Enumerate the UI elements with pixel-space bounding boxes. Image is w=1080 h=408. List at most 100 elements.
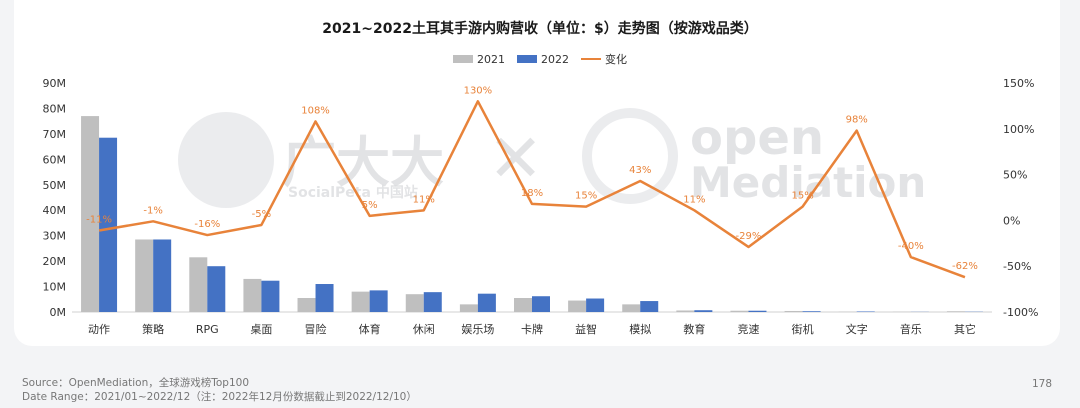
bar-2021 — [297, 298, 316, 312]
watermark-logo-left — [178, 112, 274, 208]
y-left-tick-label: 90M — [43, 77, 67, 90]
bar-2022 — [369, 290, 388, 312]
watermark-text-en: SocialPeta 中国站 — [288, 185, 418, 201]
legend-label-2022: 2022 — [541, 52, 569, 66]
x-category-label: 益智 — [575, 322, 597, 336]
legend-swatch-2021 — [453, 55, 473, 63]
x-category-label: 休闲 — [413, 322, 435, 336]
y-left-tick-label: 20M — [43, 255, 67, 268]
x-category-label: 其它 — [954, 322, 976, 336]
bar-2022 — [477, 293, 496, 312]
legend-item-change: 变化 — [581, 51, 627, 67]
footer: Source：OpenMediation，全球游戏榜Top100 Date Ra… — [22, 376, 417, 404]
x-category-label: 音乐 — [900, 322, 922, 336]
x-category-label: 文字 — [846, 322, 868, 336]
x-category-label: 策略 — [142, 322, 164, 336]
bar-2022 — [802, 311, 821, 312]
x-category-label: 动作 — [88, 323, 110, 336]
bar-2021 — [568, 300, 587, 312]
change-data-label: 130% — [464, 85, 493, 96]
legend-line-change — [581, 58, 601, 60]
x-category-label: 体育 — [359, 322, 381, 336]
bar-2022 — [856, 311, 875, 312]
bar-2022 — [694, 310, 713, 312]
change-data-label: -16% — [194, 219, 220, 230]
legend-swatch-2022 — [517, 55, 537, 63]
x-category-label: 教育 — [683, 322, 705, 336]
chart-plot: 0M 10M 20M 30M 40M 50M 60M 70M 80M 90M -100% -50% 0%… — [43, 77, 1039, 336]
change-data-label: 11% — [683, 194, 705, 205]
chart-title: 2021~2022土耳其手游内购营收（单位：$）走势图（按游戏品类） — [322, 21, 758, 37]
bar-2021 — [622, 304, 641, 312]
x-category-label: 竞速 — [737, 322, 759, 336]
bar-2022 — [640, 301, 659, 312]
bar-2021 — [81, 116, 100, 312]
watermark-x-icon: ✕ — [488, 120, 544, 197]
y-left-tick-label: 30M — [43, 230, 67, 243]
page-number: 178 — [1031, 378, 1052, 390]
y-left-tick-label: 70M — [43, 128, 67, 141]
y-right-tick-label: -100% — [1003, 306, 1038, 319]
bar-2021 — [405, 294, 424, 312]
y-left-tick-label: 40M — [43, 204, 67, 217]
y-left-tick-label: 80M — [43, 102, 67, 115]
footer-date-range: Date Range：2021/01~2022/12（注：2022年12月份数据… — [22, 391, 417, 403]
y-right-tick-label: 150% — [1003, 77, 1034, 90]
legend-item-2021: 2021 — [453, 53, 505, 66]
x-category-label: RPG — [196, 323, 219, 336]
x-category-label: 桌面 — [250, 323, 272, 336]
change-data-label: 5% — [362, 200, 378, 211]
bar-2022 — [153, 239, 172, 312]
change-data-label: 98% — [846, 115, 868, 126]
change-data-label: 108% — [301, 105, 330, 116]
change-data-label: -5% — [252, 209, 271, 220]
bar-2021 — [784, 310, 803, 312]
x-category-label: 冒险 — [305, 322, 327, 336]
bar-2022 — [748, 310, 767, 312]
bar-2021 — [135, 239, 154, 312]
chart-legend: 2021 2022 变化 — [0, 51, 1080, 67]
bar-2021 — [459, 304, 478, 312]
bar-2021 — [351, 291, 370, 312]
bar-2022 — [423, 292, 442, 312]
footer-source: Source：OpenMediation，全球游戏榜Top100 — [22, 377, 250, 389]
bar-2021 — [676, 310, 695, 312]
y-left-tick-label: 0M — [50, 306, 67, 319]
y-right-tick-label: 50% — [1003, 169, 1027, 182]
bar-2021 — [730, 310, 749, 312]
change-data-label: 15% — [575, 191, 597, 202]
y-left-tick-label: 60M — [43, 153, 67, 166]
bar-2021 — [946, 311, 965, 312]
x-category-label: 娱乐场 — [461, 322, 494, 336]
bar-2022 — [261, 280, 280, 312]
change-data-label: -29% — [736, 231, 762, 242]
watermark-text-cn: 广大大 — [282, 131, 444, 194]
bar-2022 — [586, 298, 605, 312]
y-right-tick-label: -50% — [1003, 260, 1031, 273]
legend-label-change: 变化 — [605, 53, 627, 66]
bar-2022 — [99, 137, 118, 312]
change-data-label: -1% — [143, 205, 162, 216]
legend-label-2021: 2021 — [477, 52, 505, 66]
change-data-label: -62% — [952, 261, 978, 272]
y-right-tick-label: 100% — [1003, 123, 1034, 136]
y-right-tick-label: 0% — [1003, 214, 1020, 227]
watermark-logo-right — [582, 108, 678, 204]
change-data-label: -40% — [898, 241, 924, 252]
legend-item-2022: 2022 — [517, 53, 569, 66]
change-data-label: 11% — [413, 194, 435, 205]
change-data-label: 18% — [521, 188, 543, 199]
x-category-label: 模拟 — [629, 322, 651, 336]
change-data-label: 15% — [791, 191, 813, 202]
bar-2021 — [189, 257, 208, 312]
change-data-label: 43% — [629, 165, 651, 176]
bar-2022 — [315, 284, 334, 312]
change-line — [98, 100, 966, 279]
x-category-label: 街机 — [792, 322, 814, 336]
watermark-text-open: open — [690, 110, 825, 166]
bar-2022 — [207, 266, 226, 312]
x-category-label: 卡牌 — [521, 322, 543, 336]
y-left-tick-label: 10M — [43, 281, 67, 294]
change-data-label: -11% — [86, 214, 112, 225]
bar-2021 — [243, 278, 262, 312]
